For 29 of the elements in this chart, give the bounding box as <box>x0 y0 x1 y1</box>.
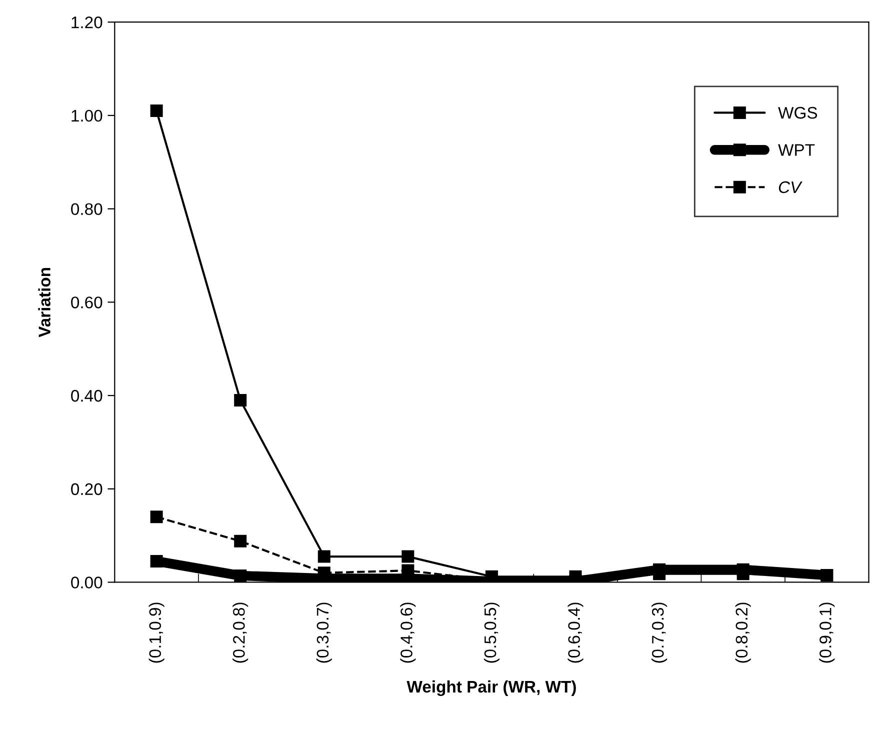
point <box>150 510 163 524</box>
legend-label: CV <box>778 181 802 194</box>
x-tick-label: (0.4,0.6) <box>400 602 416 663</box>
y-tick-label: 0.20 <box>71 483 102 496</box>
y-axis-title: Variation <box>38 268 50 338</box>
x-tick-label: (0.2,0.8) <box>232 602 248 663</box>
y-tick-label: 0.40 <box>71 390 102 402</box>
y-tick-label: 0.80 <box>71 203 102 216</box>
y-tick-label: 1.20 <box>72 16 102 28</box>
legend-label: WGS <box>778 106 818 119</box>
point <box>234 569 247 582</box>
y-tick-label: 1.00 <box>72 110 102 122</box>
point <box>150 104 163 118</box>
x-tick-label: (0.9,0.1) <box>819 602 835 663</box>
legend-label: WPT <box>778 144 815 156</box>
point <box>234 394 247 406</box>
y-tick-label: 0.60 <box>71 296 102 308</box>
point <box>234 534 247 548</box>
x-tick-label: (0.5,0.5) <box>484 602 500 663</box>
x-tick-label: (0.7,0.3) <box>652 602 668 663</box>
point <box>402 550 414 563</box>
x-tick-label: (0.8,0.2) <box>735 602 751 663</box>
x-tick-label: (0.1,0.9) <box>148 602 164 663</box>
x-tick-label: (0.3,0.7) <box>316 602 332 663</box>
y-tick-label: 0.00 <box>71 576 102 588</box>
point <box>150 554 163 568</box>
x-tick-label: (0.6,0.4) <box>568 602 584 663</box>
point <box>318 550 330 563</box>
x-axis-title: Weight Pair (WR, WT) <box>406 680 576 696</box>
